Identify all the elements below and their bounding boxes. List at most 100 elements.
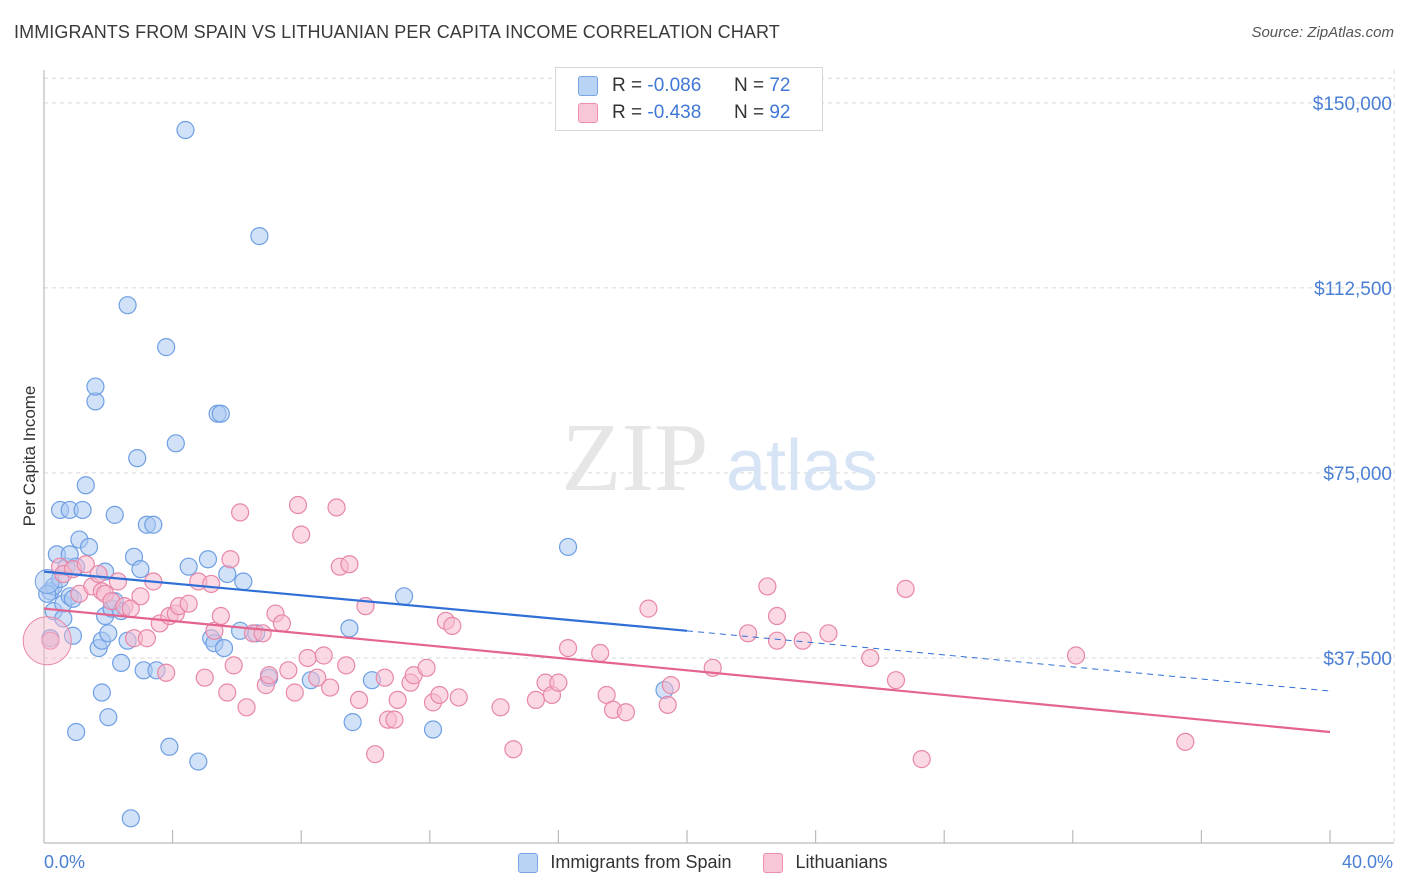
point-lithuanian[interactable] [224, 656, 243, 675]
point-lithuanian[interactable] [388, 690, 407, 710]
point-lithuanian[interactable] [231, 503, 250, 522]
point-spain[interactable] [121, 809, 140, 828]
point-lithuanian[interactable] [195, 668, 214, 687]
point-spain[interactable] [176, 120, 195, 140]
point-lithuanian[interactable] [1066, 646, 1086, 665]
point-lithuanian[interactable] [237, 698, 256, 717]
trend-lines [43, 570, 1331, 734]
legend-item-lithuanians[interactable]: Lithuanians [763, 852, 888, 873]
point-spain[interactable] [79, 537, 99, 557]
point-lithuanian[interactable] [375, 668, 394, 687]
point-spain[interactable] [250, 226, 269, 246]
point-spain[interactable] [211, 404, 230, 423]
point-spain[interactable] [189, 752, 208, 771]
point-lithuanian[interactable] [298, 648, 317, 668]
point-lithuanian[interactable] [819, 624, 838, 643]
point-lithuanian[interactable] [767, 606, 787, 626]
point-lithuanian[interactable] [253, 624, 272, 643]
point-lithuanian[interactable] [259, 666, 279, 685]
point-lithuanian[interactable] [179, 594, 198, 613]
point-lithuanian[interactable] [89, 564, 108, 584]
point-spain[interactable] [340, 619, 359, 638]
point-lithuanian[interactable] [108, 572, 128, 591]
point-spain[interactable] [214, 638, 234, 658]
point-lithuanian[interactable] [327, 498, 346, 517]
point-spain[interactable] [105, 505, 124, 524]
point-lithuanian[interactable] [616, 703, 636, 722]
point-spain[interactable] [144, 515, 163, 534]
trend-line-spain-extrapolated [686, 630, 1331, 692]
point-lithuanian[interactable] [285, 683, 304, 702]
point-lithuanian[interactable] [443, 616, 462, 635]
point-lithuanian[interactable] [449, 688, 468, 707]
point-lithuanian[interactable] [549, 673, 568, 692]
point-lithuanian[interactable] [430, 685, 449, 705]
point-lithuanian[interactable] [861, 648, 880, 668]
point-spain[interactable] [128, 449, 147, 468]
point-lithuanian[interactable] [272, 614, 292, 633]
point-spain[interactable] [76, 476, 95, 495]
point-spain[interactable] [234, 572, 253, 591]
point-spain[interactable] [86, 377, 105, 396]
point-lithuanian[interactable] [1176, 732, 1195, 751]
point-lithuanian[interactable] [292, 525, 311, 544]
point-lithuanian[interactable] [661, 676, 681, 695]
point-lithuanian[interactable] [738, 624, 758, 643]
point-lithuanian[interactable] [417, 658, 436, 677]
point-lithuanian[interactable] [340, 555, 359, 574]
point-spain[interactable] [112, 653, 131, 673]
point-lithuanian[interactable] [221, 550, 240, 569]
point-spain[interactable] [198, 550, 218, 569]
point-lithuanian[interactable] [758, 577, 777, 596]
point-spain[interactable] [157, 338, 176, 357]
point-lithuanian[interactable] [526, 690, 545, 710]
point-lithuanian[interactable] [337, 656, 356, 675]
point-spain[interactable] [63, 626, 83, 645]
point-lithuanian[interactable] [504, 740, 523, 759]
point-lithuanian[interactable] [211, 606, 230, 626]
point-lithuanian[interactable] [385, 710, 404, 729]
point-lithuanian[interactable] [591, 643, 610, 663]
legend-item-spain[interactable]: Immigrants from Spain [518, 852, 731, 873]
y-tick-label: $37,500 [1323, 649, 1392, 670]
point-lithuanian[interactable] [314, 646, 333, 665]
point-spain[interactable] [166, 434, 185, 453]
point-lithuanian[interactable] [767, 631, 787, 650]
point-spain[interactable] [179, 557, 198, 576]
point-spain[interactable] [218, 564, 237, 584]
point-lithuanian[interactable] [658, 695, 677, 714]
point-lithuanian[interactable] [912, 750, 931, 769]
point-lithuanian[interactable] [366, 745, 385, 764]
point-lithuanian[interactable] [279, 661, 298, 680]
point-lithuanian[interactable] [639, 599, 658, 618]
point-lithuanian[interactable] [288, 495, 308, 515]
point-lithuanian[interactable] [886, 671, 906, 690]
point-lithuanian[interactable] [793, 631, 812, 650]
point-lithuanian[interactable] [558, 638, 578, 658]
point-spain[interactable] [394, 587, 414, 606]
point-lithuanian[interactable] [202, 574, 221, 594]
point-lithuanian[interactable] [131, 587, 150, 606]
point-lithuanian[interactable] [157, 663, 176, 682]
point-lithuanian-cluster[interactable] [22, 616, 72, 666]
point-spain[interactable] [343, 713, 362, 732]
point-lithuanian[interactable] [896, 579, 915, 598]
point-spain[interactable] [558, 537, 578, 557]
point-lithuanian[interactable] [137, 629, 156, 648]
point-spain[interactable] [92, 683, 111, 702]
point-lithuanian[interactable] [321, 678, 340, 697]
point-spain[interactable] [67, 722, 86, 742]
point-lithuanian[interactable] [491, 698, 510, 717]
point-spain[interactable] [423, 720, 443, 739]
point-lithuanian[interactable] [349, 690, 369, 710]
point-spain[interactable] [99, 708, 118, 727]
point-spain[interactable] [131, 560, 150, 579]
point-lithuanian[interactable] [76, 555, 95, 574]
point-spain[interactable] [99, 624, 118, 643]
point-lithuanian[interactable] [41, 631, 60, 650]
point-spain[interactable] [73, 500, 92, 520]
point-spain[interactable] [118, 296, 137, 315]
point-lithuanian[interactable] [218, 683, 237, 702]
point-lithuanian[interactable] [308, 668, 327, 687]
point-spain[interactable] [160, 737, 179, 756]
